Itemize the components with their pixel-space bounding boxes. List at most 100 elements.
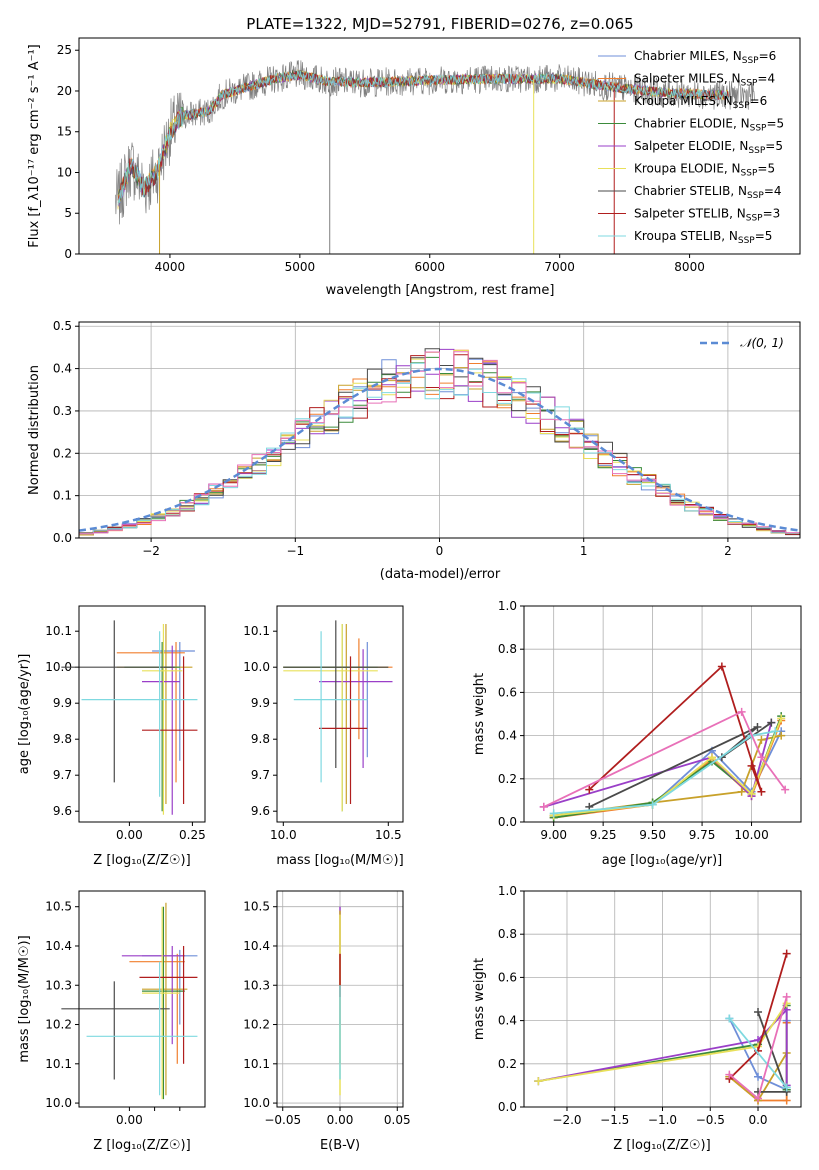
mass-vs-ebv-xlabel: E(B-V) [320,1138,360,1153]
y-tick-label: 0.0 [53,531,72,545]
x-tick-label: 10.0 [270,828,297,842]
age-vs-mass-panel: 10.0 10.5 9.6 9.7 9.8 9.9 10.0 10.1 mass [log₁₀… [243,605,404,868]
weight-marker [754,1094,763,1103]
y-tick-label: 10.1 [45,1057,72,1071]
legend-value: =4 [757,72,775,86]
x-tick-label: 4000 [155,260,186,274]
legend-subscript: SSP [747,191,764,201]
residual-ylabel: Normed distribution [27,365,42,495]
weight-marker [782,1083,791,1092]
legend-label: Kroupa ELODIE, NSSP=5 [634,162,775,179]
age-vs-Z-panel: 0.00 0.25 9.6 9.7 9.8 9.9 10.0 10.1 Z [log₁₀(Z/… [17,605,206,868]
legend-subscript: SSP [741,79,758,89]
normal-legend-label: 𝒩(0, 1) [740,336,784,350]
spectrum-plot-area [115,60,755,254]
mass-vs-ebv-panel: −0.05 0.00 0.05 10.0 10.1 10.2 10.3 10.4 10.5 E(… [243,890,411,1153]
spectrum-ticks: 4000 5000 6000 7000 8000 0 5 10 15 20 25 [57,43,705,274]
weight-marker [782,992,791,1001]
weight-marker [777,714,786,723]
weight-marker [534,1077,543,1086]
y-tick-label: 10.2 [243,1018,270,1032]
weight-marker [549,809,558,818]
y-tick-label: 1.0 [498,884,517,898]
weight-marker [725,1070,734,1079]
x-tick-label: 9.50 [639,828,666,842]
spectrum-panel: PLATE=1322, MJD=52791, FIBERID=0276, z=0… [27,15,801,298]
legend-subscript: SSP [750,124,767,134]
y-tick-label: 10.4 [45,939,72,953]
spectrum-xlabel: wavelength [Angstrom, rest frame] [326,283,555,298]
y-tick-label: 10.4 [243,939,270,953]
spectrum-lines [115,60,755,254]
residual-xlabel: (data-model)/error [380,567,501,582]
x-tick-label: 10.5 [375,828,402,842]
legend-value: =6 [750,94,768,108]
y-tick-label: 0.6 [498,970,517,984]
x-tick-label: 9.25 [590,828,617,842]
legend-value: =5 [765,139,783,153]
x-tick-label: 0.25 [179,828,206,842]
x-tick-label: −1.5 [600,1113,629,1127]
x-tick-label: −1 [286,544,304,558]
weight-marker [767,718,776,727]
y-tick-label: 0.3 [53,404,72,418]
y-tick-label: 0.6 [498,685,517,699]
legend-label: Salpeter ELODIE, NSSP=5 [634,139,783,156]
weight-vs-Z-ylabel: mass weight [472,958,487,1040]
legend-subscript: SSP [741,169,758,179]
x-tick-label: −0.05 [264,1113,301,1127]
x-tick-label: 9.75 [689,828,716,842]
x-tick-label: 0.00 [327,1113,354,1127]
x-tick-label: 0 [436,544,444,558]
residual-panel: −2 −1 0 1 2 0.0 0.1 0.2 0.3 0.4 0.5 (data-model)/e… [27,319,801,582]
mass-vs-Z-xlabel: Z [log₁₀(Z/Z☉)] [93,1138,190,1153]
y-tick-label: 0.2 [53,446,72,460]
y-tick-label: 0.4 [498,729,517,743]
y-tick-label: 10.0 [243,660,270,674]
weight-vs-age-ylabel: mass weight [472,673,487,755]
x-tick-label: 6000 [414,260,445,274]
y-tick-label: 0.2 [498,772,517,786]
y-tick-label: 0.2 [498,1057,517,1071]
y-tick-label: 5 [64,206,72,220]
weight-vs-age-panel: 9.00 9.25 9.50 9.75 10.000.00.20.40.60.81.0 … [472,599,802,868]
age-vs-mass-xlabel: mass [log₁₀(M/M☉)] [276,853,403,868]
y-tick-label: 10.3 [45,978,72,992]
weight-vs-Z-xlabel: Z [log₁₀(Z/Z☉)] [613,1138,710,1153]
x-tick-label: 10.00 [734,828,768,842]
spectrum-axes-frame [78,37,801,255]
weight-marker [754,1072,763,1081]
age-vs-Z-xlabel: Z [log₁₀(Z/Z☉)] [93,853,190,868]
mass-vs-Z-frame [78,890,206,1108]
legend-label: Chabrier STELIB, NSSP=4 [634,184,782,201]
weight-marker [757,787,766,796]
y-tick-label: 9.6 [251,804,270,818]
legend-label: Salpeter MILES, NSSP=4 [634,72,775,89]
legend-subscript: SSP [742,56,759,66]
y-tick-label: 10.2 [45,1018,72,1032]
residual-histograms [78,348,801,536]
x-tick-label: 0.05 [384,1113,411,1127]
x-tick-label: 5000 [285,260,316,274]
y-tick-label: 9.9 [251,696,270,710]
legend-subscript: SSP [733,101,750,111]
weight-marker [782,949,791,958]
weight-marker [771,727,780,736]
x-tick-label: 0.00 [116,1113,143,1127]
y-tick-label: 10.0 [45,660,72,674]
y-tick-label: 9.8 [53,732,72,746]
y-tick-label: 10.5 [243,900,270,914]
legend-label: Chabrier MILES, NSSP=6 [634,49,776,66]
weight-marker [757,735,766,744]
weight-series-8 [728,1017,788,1089]
weight-vs-age-xlabel: age [log₁₀(age/yr)] [602,853,723,868]
x-tick-label: −1.0 [648,1113,677,1127]
weight-marker [747,761,756,770]
weight-vs-Z-frame [523,890,802,1108]
age-vs-mass-plot: 10.0 10.5 9.6 9.7 9.8 9.9 10.0 10.1 [243,620,402,842]
y-tick-label: 0.8 [498,927,517,941]
weight-series-9 [543,710,786,808]
y-tick-label: 10.1 [45,624,72,638]
weight-series-7 [588,664,763,793]
x-tick-label: 0.0 [748,1113,767,1127]
